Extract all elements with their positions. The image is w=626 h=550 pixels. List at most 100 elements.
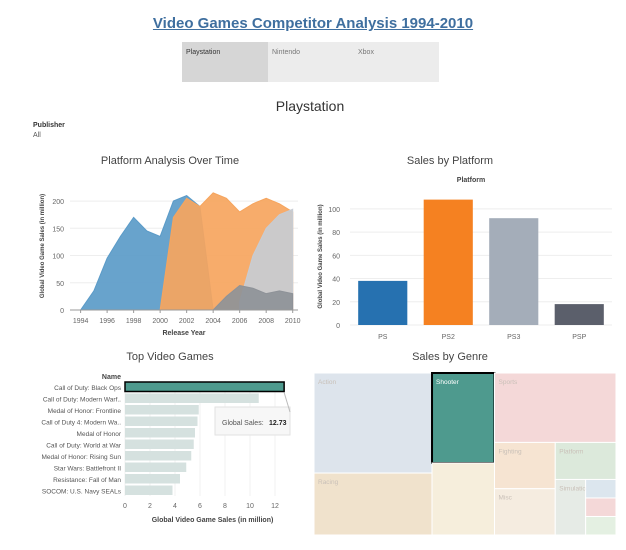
- game-label: Medal of Honor: Frontline: [48, 408, 122, 415]
- game-bar[interactable]: [125, 485, 173, 496]
- genre-tile[interactable]: [585, 497, 617, 517]
- x-tick-label: 2002: [179, 318, 195, 325]
- genre-treemap[interactable]: Action Racing Shooter Sports Fighting Misc Pla…: [310, 365, 626, 540]
- game-label: Call of Duty: World at War: [46, 442, 122, 449]
- game-label: Call of Duty 4: Modern Wa..: [41, 419, 121, 426]
- game-label: Call of Duty: Modern Warf..: [43, 396, 121, 403]
- area-chart-title: Platform Analysis Over Time: [100, 155, 240, 167]
- genre-tile[interactable]: [313, 472, 433, 536]
- x-axis-title: Release Year: [162, 330, 205, 337]
- genre-label: Platform: [559, 448, 583, 455]
- x-axis-title: Global Video Game Sales (in million): [152, 517, 274, 524]
- dashboard-title[interactable]: Video Games Competitor Analysis 1994-201…: [152, 15, 474, 32]
- game-bar[interactable]: [125, 451, 192, 461]
- game-bar[interactable]: [125, 439, 194, 450]
- y-tick-label: 100: [328, 207, 340, 214]
- game-bar[interactable]: [125, 474, 180, 484]
- genre-label: Simulation: [559, 485, 590, 492]
- top-games-title: Top Video Games: [126, 351, 214, 363]
- genre-tile[interactable]: [494, 488, 556, 536]
- x-tick-label: 0: [123, 503, 127, 510]
- genre-tile[interactable]: [313, 372, 433, 474]
- top-games-bar-chart[interactable]: Name 0 2 4 6 8 10 12 Call of Duty: Black Ops Call…: [0, 365, 310, 535]
- y-axis-title: Global Video Game Sales (in million): [318, 204, 324, 308]
- bar-ps3[interactable]: [489, 218, 539, 325]
- genre-tile[interactable]: [585, 478, 617, 499]
- x-tick-label: 1996: [99, 318, 115, 325]
- x-tick-label: 6: [198, 503, 202, 510]
- game-label: SOCOM: U.S. Navy SEALs: [42, 488, 122, 495]
- publisher-filter-label: Publisher: [33, 122, 65, 129]
- tab-nintendo[interactable]: Nintendo: [272, 49, 301, 56]
- x-tick-label: 2004: [205, 318, 221, 325]
- y-tick-label: 0: [60, 308, 64, 315]
- x-tick-label: 1994: [73, 318, 89, 325]
- y-tick-label: 20: [332, 300, 340, 307]
- game-bar[interactable]: [125, 428, 195, 438]
- y-tick-label: 0: [336, 323, 340, 330]
- x-tick-label: 1998: [126, 318, 142, 325]
- x-tick-label: 2010: [285, 318, 301, 325]
- tooltip-connector: [283, 392, 291, 413]
- x-tick-label: 2006: [232, 318, 248, 325]
- genre-label: Shooter: [436, 379, 460, 386]
- y-tick-label: 40: [332, 277, 340, 284]
- genre-label: Action: [318, 379, 336, 386]
- x-tick-label: 10: [246, 503, 254, 510]
- publisher-filter-value[interactable]: All: [33, 132, 41, 139]
- platform-area-chart[interactable]: 0 50 100 150 200 1994 1996 1998 2000 2002 2004 2006…: [0, 170, 310, 345]
- game-bar[interactable]: [125, 462, 187, 473]
- genre-label: Misc: [499, 495, 513, 502]
- x-tick-label: PS: [378, 334, 388, 341]
- tooltip-label: Global Sales:: [222, 420, 264, 427]
- genre-label: Fighting: [499, 448, 523, 455]
- game-bar[interactable]: [125, 393, 259, 404]
- game-label: Resistance: Fall of Man: [53, 477, 121, 484]
- x-tick-label: 2008: [258, 318, 274, 325]
- y-tick-label: 100: [52, 254, 64, 261]
- x-tick-label: 2: [148, 503, 152, 510]
- game-label: Medal of Honor: Rising Sun: [42, 454, 122, 461]
- game-bar[interactable]: [125, 405, 199, 415]
- tab-playstation[interactable]: Playstation: [182, 42, 268, 82]
- game-label: Call of Duty: Black Ops: [54, 385, 122, 392]
- genre-label: Sports: [499, 379, 519, 386]
- bar-chart-title: Sales by Platform: [406, 155, 494, 167]
- genre-tile[interactable]: [585, 515, 617, 536]
- y-tick-label: 200: [52, 199, 64, 206]
- tooltip-value: 12.73: [269, 420, 287, 427]
- y-axis-title: Name: [102, 374, 121, 381]
- genre-chart-title: Sales by Genre: [412, 351, 488, 363]
- y-axis-title: Global Video Game Sales (in million): [40, 194, 46, 298]
- x-tick-label: 8: [223, 503, 227, 510]
- y-tick-label: 50: [56, 281, 64, 288]
- game-bar[interactable]: [124, 381, 285, 393]
- game-bar[interactable]: [125, 416, 198, 427]
- x-tick-label: PS3: [507, 334, 520, 341]
- y-tick-label: 60: [332, 253, 340, 260]
- genre-tile[interactable]: [431, 462, 496, 536]
- y-tick-label: 150: [52, 226, 64, 233]
- genre-tile[interactable]: [554, 441, 617, 480]
- x-tick-label: PS2: [442, 334, 455, 341]
- platform-bar-chart[interactable]: Platform 0 20 40 60 80 100 PS PS2 PS3 PSP Global Vi…: [310, 170, 626, 345]
- y-tick-label: 80: [332, 230, 340, 237]
- genre-label: Racing: [318, 479, 339, 486]
- tooltip-box: [214, 406, 291, 436]
- x-tick-label: 4: [173, 503, 177, 510]
- tab-xbox[interactable]: Xbox: [358, 49, 374, 56]
- bar-header-label: Platform: [457, 177, 485, 184]
- platform-subtitle: Playstation: [275, 98, 345, 114]
- area-series-3[interactable]: [211, 284, 294, 311]
- genre-tile[interactable]: [431, 372, 496, 464]
- bar-psp[interactable]: [554, 304, 604, 325]
- bar-ps2[interactable]: [423, 199, 473, 325]
- game-label: Star Wars: Battlefront II: [54, 465, 122, 472]
- platform-tabs: Playstation Nintendo Xbox: [182, 42, 439, 82]
- genre-tile[interactable]: [494, 441, 556, 490]
- x-tick-label: 12: [271, 503, 279, 510]
- genre-tile[interactable]: [494, 372, 617, 443]
- bar-ps[interactable]: [358, 280, 408, 325]
- game-label: Medal of Honor: [77, 431, 122, 438]
- x-tick-label: PSP: [572, 334, 586, 341]
